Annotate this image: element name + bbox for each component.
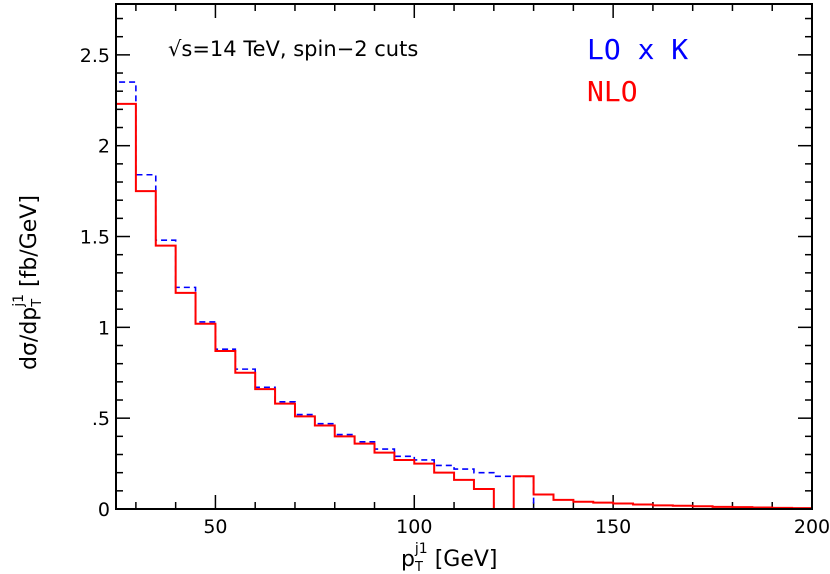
y-axis-label-pre: dσ/dp <box>17 307 42 370</box>
x-tick-label: 100 <box>396 516 432 538</box>
y-tick-label: 1.5 <box>80 227 110 249</box>
y-axis-label-sub: T <box>30 299 45 308</box>
x-tick-label: 200 <box>794 516 830 538</box>
y-axis-label: dσ/dpTj1 [fb/GeV] <box>11 195 45 370</box>
series-layer <box>115 81 812 510</box>
x-tick-label: 150 <box>595 516 631 538</box>
x-axis-label-sup: j1 <box>414 541 428 557</box>
legend-entry-lo-x-k: LO x K <box>587 33 688 66</box>
y-axis-label-sup: j1 <box>11 294 27 308</box>
x-axis-label-sub: T <box>414 560 423 574</box>
y-tick-labels: 0 .5 1 1.5 2 2.5 <box>80 45 110 521</box>
plot-frame <box>115 3 813 510</box>
x-axis-label-main: p <box>401 547 415 572</box>
legend-entry-nlo: NLO <box>587 75 638 108</box>
y-tick-label: 2 <box>98 136 110 158</box>
chart-annotation: √s=14 TeV, spin−2 cuts <box>168 37 418 61</box>
x-tick-label: 50 <box>203 516 227 538</box>
axis-ticks <box>116 4 812 509</box>
y-tick-label: 1 <box>98 317 110 339</box>
y-axis-label-unit: [fb/GeV] <box>17 195 42 294</box>
x-axis-label-unit: [GeV] <box>428 547 498 572</box>
series-line-nlo <box>115 102 812 510</box>
y-tick-label: .5 <box>92 408 110 430</box>
series-line-lo-x-k <box>115 81 812 510</box>
y-tick-label: 0 <box>98 499 110 521</box>
x-axis-label: pTj1 [GeV] <box>401 541 498 574</box>
y-tick-label: 2.5 <box>80 45 110 67</box>
x-tick-labels: 50 100 150 200 <box>203 516 830 538</box>
